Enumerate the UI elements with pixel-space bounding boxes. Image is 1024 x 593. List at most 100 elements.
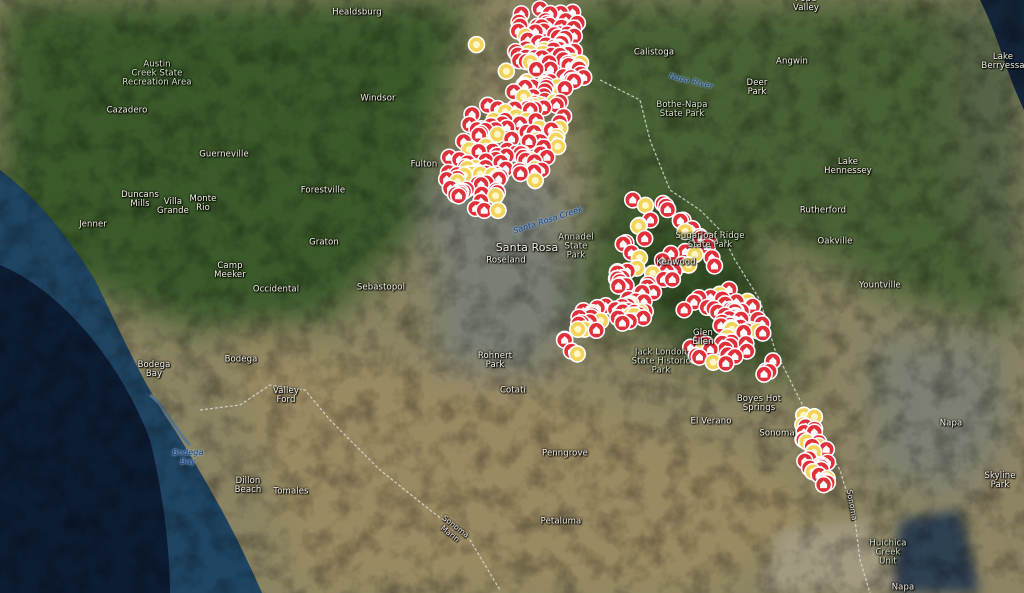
structure-marker[interactable]	[526, 171, 544, 190]
marker-dot-icon	[494, 206, 502, 214]
marker-dot-icon	[472, 41, 480, 49]
house-icon	[455, 191, 463, 200]
place-label: Healdsburg	[332, 7, 382, 18]
damaged-structure-marker[interactable]	[587, 321, 606, 340]
marker-dot-icon	[691, 251, 699, 259]
place-label: Deer Park	[746, 78, 768, 97]
place-label: El Verano	[690, 416, 732, 427]
marker-dot-icon	[531, 177, 539, 185]
house-icon	[664, 205, 672, 213]
place-label: Glen Ellen	[692, 328, 714, 347]
house-icon	[658, 256, 666, 264]
place-label: Forestville	[300, 185, 346, 196]
house-icon	[810, 428, 818, 436]
house-icon	[740, 328, 748, 336]
house-icon	[503, 123, 511, 132]
marker-dot-icon	[493, 130, 501, 138]
house-icon	[618, 319, 626, 327]
marker-dot-icon	[685, 261, 693, 269]
marker-dot-icon	[554, 143, 562, 151]
damaged-structure-marker[interactable]	[634, 309, 653, 327]
house-icon	[532, 65, 540, 73]
marker-dot-icon	[810, 413, 818, 421]
house-icon	[820, 480, 828, 489]
house-icon	[703, 242, 711, 251]
place-label: Sebastopol	[356, 282, 406, 293]
house-icon	[731, 352, 739, 360]
place-label: Roseland	[486, 255, 526, 266]
house-icon	[690, 298, 698, 306]
damaged-structure-marker[interactable]	[511, 164, 530, 183]
place-label: Kenwood	[656, 257, 696, 268]
structure-marker[interactable]	[467, 35, 486, 54]
park-label: Bothe-Napa State Park	[656, 100, 708, 119]
damaged-structure-marker[interactable]	[690, 348, 709, 366]
house-icon	[475, 130, 483, 139]
damaged-structure-marker[interactable]	[609, 277, 628, 295]
house-icon	[480, 206, 488, 214]
damaged-structure-marker[interactable]	[755, 365, 773, 383]
marker-dot-icon	[635, 222, 643, 230]
place-label: Windsor	[360, 93, 396, 104]
place-label: Fulton	[410, 159, 438, 170]
marker-dot-icon	[681, 227, 689, 235]
house-icon	[546, 64, 554, 73]
structure-marker[interactable]	[497, 62, 516, 81]
water-label: Bodega Bay	[172, 448, 204, 466]
damaged-structure-marker[interactable]	[449, 187, 468, 205]
place-label: Petaluma	[540, 516, 582, 527]
damaged-structure-marker[interactable]	[753, 324, 772, 342]
structure-marker[interactable]	[568, 345, 587, 363]
marker-dot-icon	[502, 67, 510, 75]
house-icon	[822, 445, 830, 453]
place-label: Occidental	[252, 284, 300, 295]
damaged-structure-marker[interactable]	[527, 60, 546, 79]
house-icon	[749, 302, 757, 310]
place-label: Bodega	[224, 354, 258, 365]
place-label: Calistoga	[633, 47, 675, 58]
structure-marker[interactable]	[489, 201, 507, 220]
damaged-structure-marker[interactable]	[717, 354, 735, 373]
county-boundary	[199, 79, 871, 593]
house-icon	[668, 275, 676, 283]
damaged-structure-marker[interactable]	[623, 191, 642, 209]
marker-dot-icon	[641, 201, 649, 209]
house-icon	[759, 328, 767, 337]
place-label: Lake Berryessa	[981, 52, 1024, 71]
place-label: Graton	[309, 237, 339, 248]
structure-marker[interactable]	[636, 196, 655, 215]
place-label: Lake Hennessey	[824, 157, 872, 176]
house-icon	[710, 261, 718, 270]
damaged-structure-marker[interactable]	[675, 301, 693, 319]
marker-dot-icon	[574, 325, 582, 333]
place-label: Guerneville	[199, 149, 249, 160]
place-label: Skyline Park	[984, 471, 1016, 490]
damaged-structure-marker[interactable]	[658, 200, 677, 219]
place-label: Camp Meeker	[214, 261, 246, 280]
damaged-structure-marker[interactable]	[635, 229, 654, 248]
park-label: Sugarloaf Ridge State Park	[675, 231, 745, 250]
place-label: Valley Ford	[273, 386, 299, 405]
place-label: Cazadero	[106, 105, 148, 116]
house-icon	[525, 137, 533, 146]
city-label: Santa Rosa	[495, 241, 559, 254]
house-icon	[526, 105, 534, 114]
house-icon	[543, 153, 551, 161]
structure-marker[interactable]	[486, 186, 505, 205]
place-label: Jenner	[79, 219, 107, 230]
place-label: Pope Valley	[793, 0, 819, 13]
structure-marker[interactable]	[679, 256, 698, 274]
damaged-structure-marker[interactable]	[814, 475, 833, 494]
damaged-structure-marker[interactable]	[613, 314, 632, 332]
house-icon	[475, 147, 483, 155]
park-label: Annadel State Park	[558, 232, 594, 261]
park-label: Jack London State Historic Park	[631, 347, 691, 376]
damaged-structure-marker[interactable]	[663, 270, 682, 289]
house-icon	[553, 101, 561, 109]
house-icon	[760, 370, 768, 378]
park-label: Huichica Creek Unit	[869, 538, 907, 567]
damaged-structure-marker[interactable]	[705, 257, 724, 275]
structure-marker[interactable]	[569, 320, 587, 339]
